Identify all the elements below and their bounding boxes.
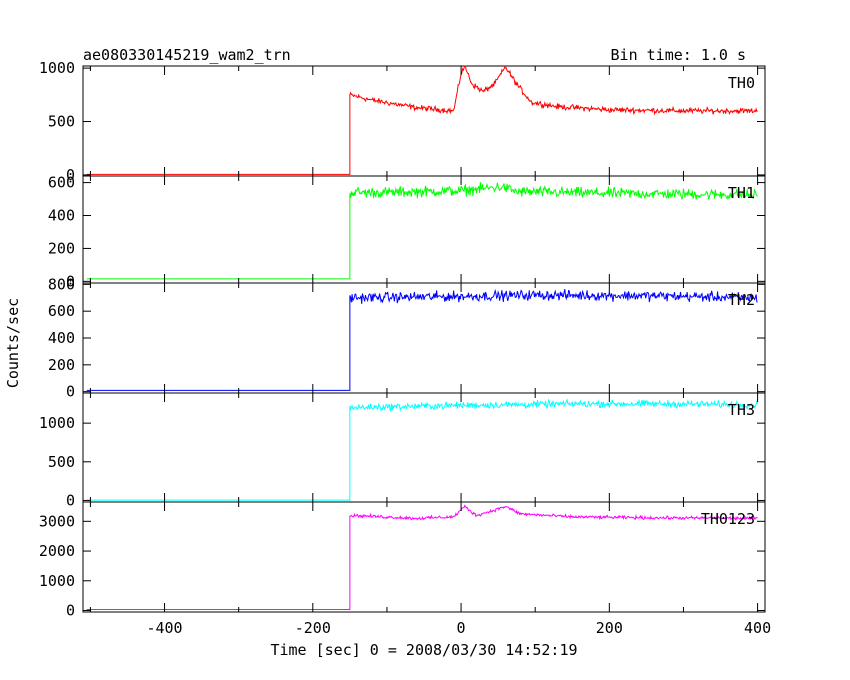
panel-frame bbox=[82, 392, 766, 503]
panel-label: TH3 bbox=[728, 401, 755, 419]
y-tick-label: 1000 bbox=[39, 414, 75, 432]
y-tick-label: 500 bbox=[48, 453, 75, 471]
y-tick-label: 0 bbox=[66, 383, 75, 401]
panels-group: 0 500 1000 TH0 0 200 400 600 TH1 0 200 400 600 800 TH2… bbox=[39, 59, 771, 637]
y-tick-label: 0 bbox=[66, 166, 75, 184]
x-tick-label: -400 bbox=[146, 619, 182, 637]
series-line-th3 bbox=[86, 398, 759, 501]
panel-frame bbox=[82, 501, 766, 613]
panel-label: TH0123 bbox=[701, 510, 755, 528]
chart-subtitle: Bin time: 1.0 s bbox=[611, 46, 746, 64]
series-line-th0 bbox=[86, 65, 758, 175]
panel-frame bbox=[82, 65, 766, 177]
y-tick-label: 0 bbox=[66, 491, 75, 509]
x-tick-label: 200 bbox=[596, 619, 623, 637]
series-line-th0123 bbox=[86, 504, 758, 610]
y-tick-label: 0 bbox=[66, 602, 75, 620]
panel-label: TH0 bbox=[728, 74, 755, 92]
panel-th0: 0 500 1000 TH0 bbox=[39, 59, 766, 184]
panel-label: TH1 bbox=[728, 184, 755, 202]
y-tick-label: 1000 bbox=[39, 572, 75, 590]
panel-th1: 0 200 400 600 TH1 bbox=[48, 174, 766, 290]
y-tick-label: 800 bbox=[48, 275, 75, 293]
y-tick-label: 400 bbox=[48, 329, 75, 347]
y-tick-label: 500 bbox=[48, 113, 75, 131]
y-tick-label: 200 bbox=[48, 239, 75, 257]
y-tick-label: 600 bbox=[48, 302, 75, 320]
series-line-th2 bbox=[86, 288, 758, 391]
series-line-th1 bbox=[86, 181, 758, 280]
x-tick-label: -200 bbox=[295, 619, 331, 637]
y-tick-label: 600 bbox=[48, 174, 75, 192]
y-tick-label: 400 bbox=[48, 207, 75, 225]
chart-title: ae080330145219_wam2_trn bbox=[83, 46, 291, 64]
y-tick-label: 0 bbox=[66, 272, 75, 290]
panel-th2: 0 200 400 600 800 TH2 bbox=[48, 275, 766, 401]
x-axis-label: Time [sec] 0 = 2008/03/30 14:52:19 bbox=[270, 641, 577, 659]
y-tick-label: 2000 bbox=[39, 542, 75, 560]
panel-label: TH2 bbox=[728, 291, 755, 309]
y-axis-label: Counts/sec bbox=[4, 298, 22, 388]
y-tick-label: 3000 bbox=[39, 512, 75, 530]
y-tick-label: 200 bbox=[48, 356, 75, 374]
x-tick-label: 0 bbox=[457, 619, 466, 637]
panel-th0123: 0 1000 2000 3000 TH0123 bbox=[39, 501, 766, 620]
y-tick-label: 1000 bbox=[39, 59, 75, 77]
x-tick-label: 400 bbox=[744, 619, 771, 637]
panel-th3: 0 500 1000 TH3 bbox=[39, 392, 766, 509]
